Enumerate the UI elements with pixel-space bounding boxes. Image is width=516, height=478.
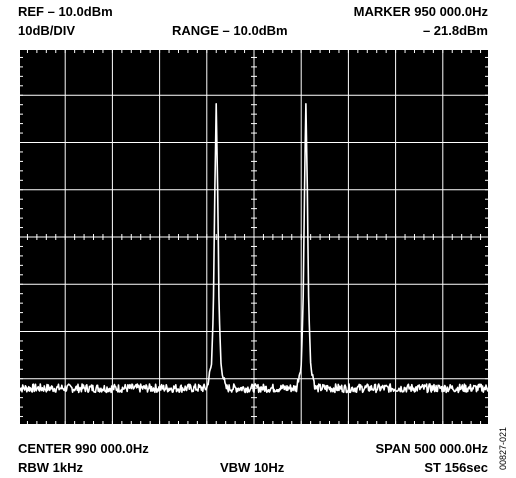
spectrum-display: [18, 48, 490, 426]
ref-level-readout: REF – 10.0dBm: [18, 4, 113, 19]
sweep-time-readout: ST 156sec: [424, 460, 488, 475]
span-readout: SPAN 500 000.0Hz: [375, 441, 489, 456]
scale-readout: 10dB/DIV: [18, 23, 76, 38]
center-frequency-readout: CENTER 990 000.0Hz: [18, 441, 149, 456]
figure-id: 00827-021: [498, 426, 508, 470]
spectrum-trace: [18, 103, 490, 394]
marker-frequency-readout: MARKER 950 000.0Hz: [353, 4, 488, 19]
vbw-readout: VBW 10Hz: [220, 460, 285, 475]
rbw-readout: RBW 1kHz: [18, 460, 84, 475]
marker-level-readout: – 21.8dBm: [422, 23, 488, 38]
screen-border: [18, 48, 490, 426]
range-readout: RANGE – 10.0dBm: [172, 23, 288, 38]
